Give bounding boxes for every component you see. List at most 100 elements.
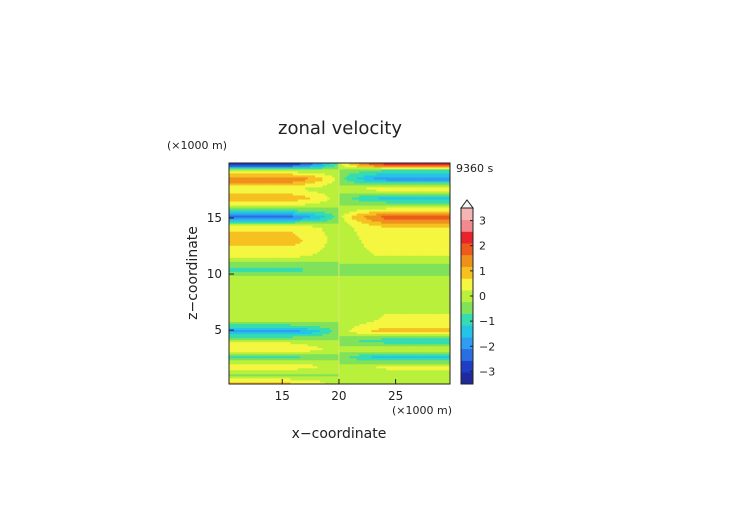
heatmap-cell [427,303,431,306]
heatmap-cell [268,303,272,306]
heatmap-cell [341,351,345,355]
heatmap-cell [327,325,331,329]
heatmap-cell [408,279,412,282]
heatmap-cell [420,333,424,337]
heatmap-cell [339,295,343,298]
heatmap-cell [243,343,247,347]
heatmap-cell [305,291,308,294]
heatmap-cell [229,321,232,325]
heatmap-cell [295,315,299,319]
heatmap-cell [324,321,328,325]
heatmap-cell [295,363,299,367]
heatmap-cell [354,365,358,369]
heatmap-cell [256,317,259,321]
heatmap-cell [388,303,392,306]
heatmap-cell [386,289,389,292]
heatmap-cell [263,359,267,363]
heatmap-cell [231,343,235,347]
heatmap-cell [317,361,321,365]
heatmap-cell [300,381,304,385]
heatmap-cell [403,379,407,383]
heatmap-cell [403,273,407,276]
heatmap-cell [349,283,353,286]
heatmap-cell [324,315,328,319]
heatmap-cell [432,325,436,329]
heatmap-cell [398,291,402,294]
heatmap-cell [383,307,387,311]
heatmap-cell [256,369,259,373]
heatmap-cell [287,283,291,286]
heatmap-cell [268,321,272,325]
heatmap-cell [273,353,277,357]
heatmap-cell [312,311,316,315]
heatmap-cell [280,297,284,300]
heatmap-cell [314,333,318,337]
heatmap-cell [292,359,296,363]
heatmap-cell [344,303,348,306]
heatmap-cell [381,299,385,302]
heatmap-cell [354,319,358,323]
heatmap-cell [341,289,345,292]
heatmap-cell [408,283,412,286]
heatmap-cell [420,281,424,284]
heatmap-cell [413,377,416,381]
heatmap-cell [263,341,267,345]
heatmap-cell [319,271,323,274]
heatmap-cell [341,301,345,304]
heatmap-cell [356,303,360,306]
heatmap-cell [251,361,254,365]
heatmap-cell [305,327,308,331]
heatmap-cell [256,335,259,339]
heatmap-cell [432,349,436,353]
heatmap-cell [260,303,264,306]
heatmap-cell [391,281,394,284]
heatmap-cell [430,345,434,349]
heatmap-cell [248,357,252,361]
heatmap-cell [297,275,301,278]
heatmap-cell [317,275,321,278]
heatmap-cell [388,277,392,280]
heatmap-cell [344,331,348,335]
heatmap-cell [305,373,308,377]
heatmap-cell [388,311,392,315]
heatmap-cell [273,381,277,385]
heatmap-cell [290,349,294,353]
heatmap-cell [418,291,421,294]
heatmap-cell [275,357,279,361]
heatmap-cell [440,317,443,321]
heatmap-cell [410,323,414,327]
heatmap-cell [383,333,387,337]
heatmap-cell [248,289,252,292]
heatmap-cell [430,363,434,367]
heatmap-cell [287,299,291,302]
heatmap-cell [430,371,434,375]
heatmap-cell [329,315,333,319]
heatmap-cell [278,271,281,274]
heatmap-cell [300,299,304,302]
heatmap-cell [229,349,232,353]
heatmap-cell [231,363,235,367]
heatmap-cell [386,325,389,329]
heatmap-cell [427,299,431,302]
heatmap-cell [292,289,296,292]
heatmap-cell [322,357,326,361]
heatmap-cell [386,379,389,383]
heatmap-cell [422,315,426,319]
heatmap-cell [442,287,446,290]
heatmap-cell [258,345,262,349]
heatmap-cell [243,341,247,345]
heatmap-cell [270,339,274,343]
heatmap-cell [408,341,412,345]
heatmap-cell [410,345,414,349]
heatmap-cell [273,359,277,363]
heatmap-cell [430,297,434,300]
heatmap-cell [280,327,284,331]
heatmap-cell [322,319,326,323]
heatmap-cell [332,369,335,373]
heatmap-cell [319,379,323,383]
heatmap-cell [346,293,350,296]
heatmap-cell [395,359,399,363]
heatmap-cell [393,351,397,355]
heatmap-cell [339,291,343,294]
heatmap-cell [425,343,429,347]
